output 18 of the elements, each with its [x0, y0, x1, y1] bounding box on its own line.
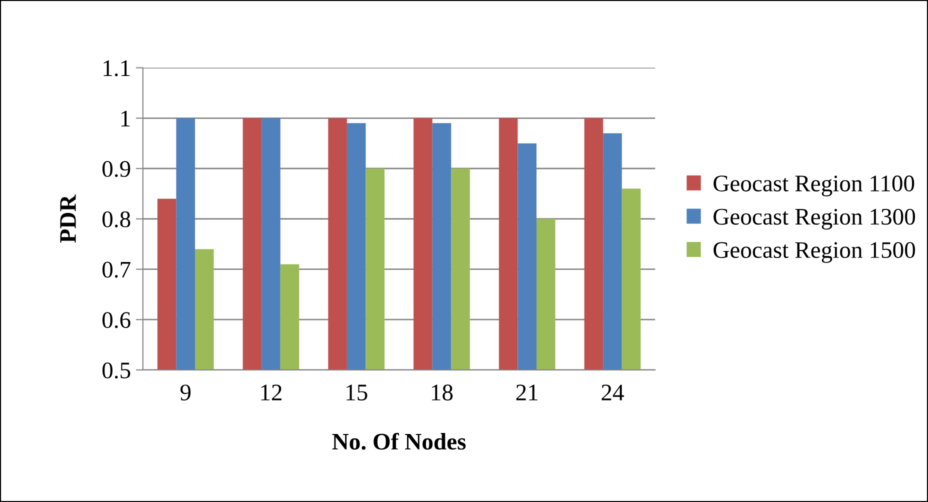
legend-label: Geocast Region 1100 — [714, 176, 914, 196]
y-tick-label: 0.9 — [102, 160, 130, 178]
x-axis-title: No. Of Nodes — [332, 432, 466, 450]
x-tick-label: 15 — [346, 384, 368, 400]
x-tick-label: 12 — [261, 384, 282, 400]
y-tick-label: 0.7 — [102, 262, 130, 278]
y-tick-label: 0.6 — [102, 312, 130, 328]
y-tick-label: 1 — [121, 110, 130, 126]
y-tick-label: 1.1 — [104, 60, 130, 76]
legend-label: Geocast Region 1300 — [714, 208, 916, 230]
legend-label: Geocast Region 1500 — [714, 242, 916, 263]
y-tick-label: 0.5 — [102, 362, 130, 378]
y-axis-title: PDR — [60, 194, 76, 243]
x-tick-label: 21 — [516, 384, 538, 400]
x-tick-label: 18 — [432, 384, 453, 400]
x-tick-label: 9 — [180, 384, 191, 400]
x-tick-label: 24 — [602, 384, 624, 400]
y-tick-label: 0.8 — [102, 211, 130, 228]
